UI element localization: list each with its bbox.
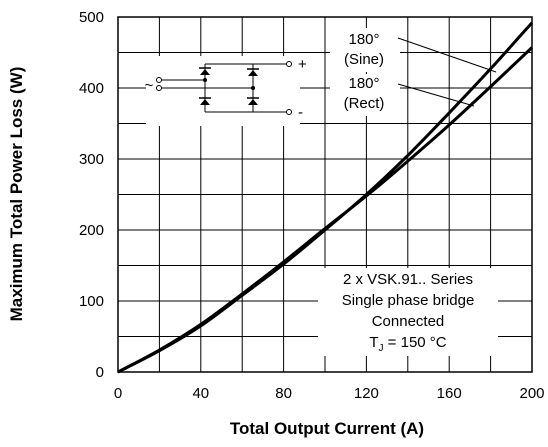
terminal-ac-2	[156, 85, 162, 91]
y-axis-title: Maximum Total Power Loss (W)	[7, 67, 26, 322]
junction-dot	[251, 86, 255, 90]
tj-subscript: J	[379, 343, 384, 354]
rect-label-line1: 180°	[348, 75, 379, 92]
diode-2	[200, 99, 210, 105]
terminals	[156, 61, 292, 115]
terminal-minus	[286, 109, 292, 115]
y-tick-label: 300	[79, 151, 104, 168]
y-tick-label: 200	[79, 222, 104, 239]
tilde-label: ~	[145, 77, 154, 94]
diode-3	[248, 70, 258, 76]
rect-label-line2: (Rect)	[344, 95, 385, 112]
x-tick-label: 200	[519, 385, 544, 402]
diode-symbols	[199, 67, 259, 105]
x-tick-label: 80	[275, 385, 292, 402]
condition-line1: 2 x VSK.91.. Series	[343, 271, 473, 288]
plus-label: +	[298, 56, 307, 73]
x-tick-label: 120	[354, 385, 379, 402]
terminal-ac-1	[156, 77, 162, 83]
plot-frame	[117, 16, 533, 373]
tj-value: = 150 °C	[384, 334, 447, 351]
condition-line3: Connected	[372, 313, 445, 330]
sine-leader-line	[397, 37, 497, 73]
diode-4	[248, 99, 258, 105]
y-tick-label: 400	[79, 80, 104, 97]
y-tick-label: 500	[79, 9, 104, 26]
sine-label-line2: (Sine)	[344, 51, 384, 68]
condition-line4: TJ = 150 °C	[369, 334, 446, 354]
terminal-plus	[286, 61, 292, 67]
condition-line2: Single phase bridge	[342, 292, 475, 309]
x-tick-label: 160	[437, 385, 462, 402]
series-layer	[117, 21, 534, 374]
junction-dot	[203, 78, 207, 82]
y-tick-label: 100	[79, 293, 104, 310]
sine-label-line1: 180°	[348, 31, 379, 48]
x-axis-title: Total Output Current (A)	[230, 419, 424, 438]
x-tick-label: 0	[114, 385, 122, 402]
x-tick-label: 40	[192, 385, 209, 402]
sine-label-background	[330, 28, 400, 72]
y-tick-label: 0	[96, 364, 104, 381]
schematic-background	[146, 56, 300, 126]
bridge-circuit-schematic: ~ + -	[145, 56, 307, 126]
rect-label-background	[330, 74, 400, 116]
tick-labels: 0 40 80 120 160 200 0 100 200 300 400 500	[79, 9, 545, 402]
minus-label: -	[298, 104, 303, 121]
diode-1	[200, 69, 210, 75]
tj-symbol: T	[369, 334, 378, 351]
condition-box	[318, 268, 498, 356]
rect-leader-line	[397, 83, 475, 107]
series-line-rect	[117, 46, 534, 374]
